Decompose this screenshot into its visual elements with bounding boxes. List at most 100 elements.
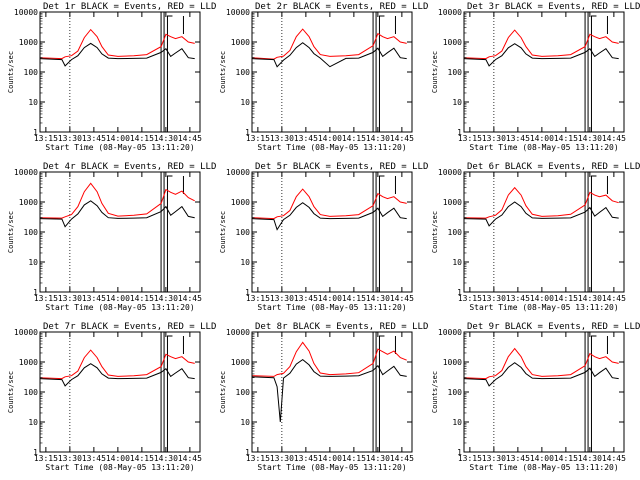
x-tick-label: 13:45	[506, 454, 530, 463]
interval-marker	[378, 335, 385, 452]
y-tick-label: 10000	[438, 8, 462, 17]
y-tick-label: 10000	[438, 168, 462, 177]
x-tick-label: 14:45	[602, 454, 626, 463]
y-tick-label: 1000	[231, 38, 250, 47]
y-axis-label: Counts/sec	[431, 211, 439, 253]
y-tick-label: 100	[24, 68, 39, 77]
chart-title: Det 1r BLACK = Events, RED = LLD	[43, 2, 216, 12]
y-axis-label: Counts/sec	[7, 51, 15, 93]
x-tick-label: 13:30	[482, 294, 506, 303]
y-tick-label: 10000	[226, 8, 250, 17]
y-tick-label: 10000	[14, 168, 38, 177]
x-axis-label: Start Time (08-May-05 13:11:20)	[257, 143, 406, 152]
x-tick-label: 13:15	[246, 134, 270, 143]
chart-panel-6: Det 6r BLACK = Events, RED = LLD 1 10 100 10…	[431, 162, 640, 312]
series-line-lld	[251, 188, 407, 220]
x-tick-label: 14:45	[178, 454, 202, 463]
y-axis-label: Counts/sec	[219, 211, 227, 253]
x-axis-label: Start Time (08-May-05 13:11:20)	[257, 303, 406, 312]
plot-frame	[463, 331, 625, 453]
y-axis-label: Counts/sec	[431, 51, 439, 93]
x-tick-label: 14:15	[342, 294, 366, 303]
x-tick-label: 13:30	[482, 134, 506, 143]
series-line-lld	[39, 28, 195, 60]
x-axis-label: Start Time (08-May-05 13:11:20)	[45, 463, 194, 472]
y-tick-label: 10000	[226, 168, 250, 177]
x-tick-label: 14:00	[318, 294, 342, 303]
x-tick-label: 13:45	[82, 134, 106, 143]
plot-frame	[463, 11, 625, 133]
x-tick-label: 13:30	[58, 454, 82, 463]
series-line-lld	[39, 349, 195, 380]
x-axis-label: Start Time (08-May-05 13:11:20)	[45, 143, 194, 152]
chart-panel-4: Det 4r BLACK = Events, RED = LLD 1 10 100 10…	[7, 162, 216, 312]
x-axis-label: Start Time (08-May-05 13:11:20)	[469, 303, 618, 312]
y-tick-label: 10000	[14, 328, 38, 337]
x-tick-label: 14:15	[554, 454, 578, 463]
series-line-events	[39, 200, 195, 228]
x-tick-label: 14:15	[342, 454, 366, 463]
x-tick-label: 14:30	[366, 134, 390, 143]
x-tick-label: 14:30	[154, 294, 178, 303]
chart-panel-9: Det 9r BLACK = Events, RED = LLD 1 10 100 10…	[431, 322, 640, 472]
series-line-events	[463, 362, 619, 387]
series-line-lld	[463, 186, 619, 219]
x-tick-label: 14:00	[106, 294, 130, 303]
x-tick-label: 13:15	[34, 134, 58, 143]
x-tick-label: 14:00	[530, 134, 554, 143]
y-tick-label: 1000	[443, 38, 462, 47]
series-line-events	[463, 43, 619, 67]
x-tick-label: 13:15	[458, 454, 482, 463]
x-tick-label: 14:15	[554, 294, 578, 303]
x-tick-label: 14:45	[178, 294, 202, 303]
series-line-events	[463, 201, 619, 227]
interval-marker	[166, 335, 173, 452]
x-tick-label: 13:15	[458, 294, 482, 303]
y-tick-label: 10	[28, 258, 38, 267]
x-tick-label: 14:30	[366, 454, 390, 463]
interval-marker	[590, 15, 597, 132]
y-tick-label: 1000	[19, 358, 38, 367]
x-tick-label: 14:00	[530, 294, 554, 303]
x-tick-label: 13:45	[294, 454, 318, 463]
y-tick-label: 1	[245, 288, 250, 297]
y-axis-label: Counts/sec	[219, 371, 227, 413]
x-tick-label: 13:45	[82, 294, 106, 303]
interval-marker	[166, 15, 173, 132]
x-tick-label: 13:45	[506, 134, 530, 143]
x-tick-label: 13:15	[34, 294, 58, 303]
y-tick-label: 100	[236, 228, 251, 237]
y-tick-label: 100	[24, 228, 39, 237]
interval-marker	[378, 175, 385, 292]
x-tick-label: 14:45	[602, 294, 626, 303]
x-tick-label: 14:30	[578, 454, 602, 463]
y-tick-label: 10000	[14, 8, 38, 17]
x-tick-label: 14:30	[578, 134, 602, 143]
y-tick-label: 1	[457, 288, 462, 297]
y-tick-label: 1	[33, 288, 38, 297]
series-line-events	[251, 42, 407, 68]
chart-title: Det 8r BLACK = Events, RED = LLD	[255, 322, 428, 332]
x-tick-label: 14:00	[318, 134, 342, 143]
chart-title: Det 6r BLACK = Events, RED = LLD	[467, 162, 640, 172]
chart-title: Det 2r BLACK = Events, RED = LLD	[255, 2, 428, 12]
series-line-lld	[463, 29, 619, 60]
chart-title: Det 5r BLACK = Events, RED = LLD	[255, 162, 428, 172]
y-tick-label: 1	[457, 448, 462, 457]
interval-marker	[166, 175, 173, 292]
x-tick-label: 13:45	[294, 134, 318, 143]
x-axis-label: Start Time (08-May-05 13:11:20)	[469, 463, 618, 472]
y-axis-label: Counts/sec	[7, 371, 15, 413]
x-tick-label: 13:15	[246, 454, 270, 463]
x-tick-label: 14:00	[530, 454, 554, 463]
x-tick-label: 14:15	[554, 134, 578, 143]
y-tick-label: 10000	[438, 328, 462, 337]
chart-panel-7: Det 7r BLACK = Events, RED = LLD 1 10 100 10…	[7, 322, 216, 472]
y-axis-label: Counts/sec	[431, 371, 439, 413]
y-tick-label: 1	[245, 448, 250, 457]
y-tick-label: 100	[448, 388, 463, 397]
y-tick-label: 100	[448, 68, 463, 77]
chart-title: Det 4r BLACK = Events, RED = LLD	[43, 162, 216, 172]
x-tick-label: 14:45	[178, 134, 202, 143]
